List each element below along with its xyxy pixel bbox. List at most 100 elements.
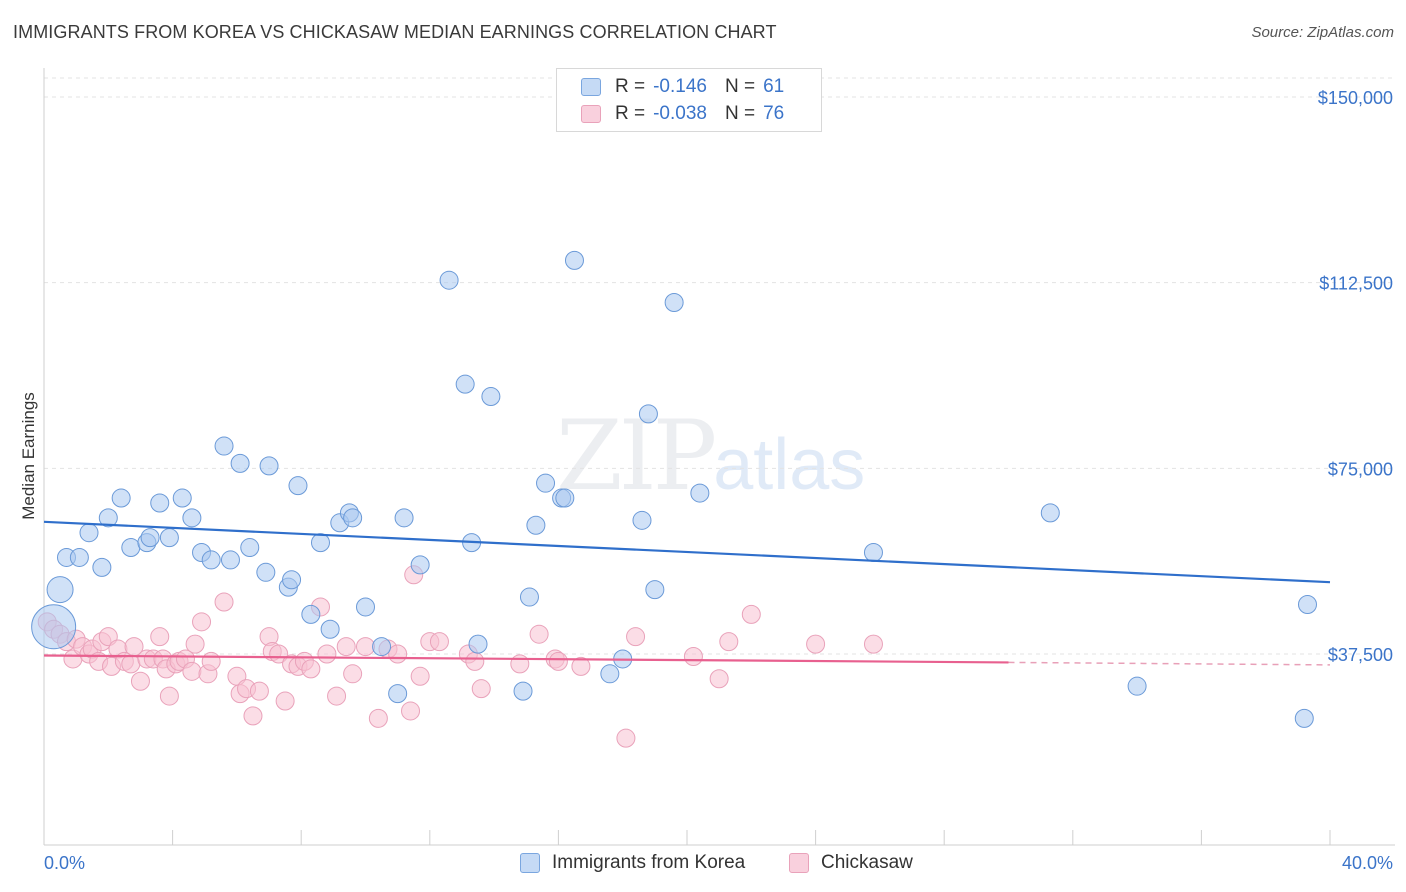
chickasaw-point: [301, 659, 321, 679]
chickasaw-point: [571, 656, 591, 676]
chickasaw-point: [471, 679, 491, 699]
korea-point: [259, 456, 279, 476]
korea-point: [564, 250, 584, 270]
korea-point: [230, 453, 250, 473]
chickasaw-point: [249, 681, 269, 701]
korea-point: [388, 684, 408, 704]
chickasaw-point: [275, 691, 295, 711]
legend-r-label: R =: [615, 76, 646, 97]
chickasaw-point: [410, 666, 430, 686]
korea-point: [159, 528, 179, 548]
series-legend-label: Chickasaw: [821, 852, 913, 873]
chickasaw-point: [356, 637, 375, 657]
series-legend-chickasaw[interactable]: Chickasaw: [789, 852, 913, 874]
korea-point: [140, 528, 160, 548]
korea-point: [343, 508, 363, 528]
chickasaw-point: [269, 644, 289, 664]
korea-point: [632, 510, 652, 530]
korea-point: [439, 270, 459, 290]
y-axis-title: Median Earnings: [19, 392, 38, 520]
chickasaw-point: [548, 651, 568, 671]
chickasaw-point: [192, 612, 212, 632]
series-swatch-chickasaw: [789, 853, 809, 873]
chickasaw-point: [401, 701, 421, 721]
chickasaw-point: [182, 661, 202, 681]
korea-point: [172, 488, 192, 508]
y-tick-label: $150,000: [1318, 88, 1393, 108]
korea-point: [1127, 676, 1147, 696]
korea-point: [1040, 503, 1060, 523]
korea-point: [111, 488, 131, 508]
y-tick-label: $37,500: [1328, 645, 1393, 665]
chickasaw-point: [683, 646, 703, 666]
chickasaw-point: [150, 627, 170, 647]
chickasaw-point: [336, 637, 356, 657]
korea-point: [69, 547, 89, 567]
chickasaw-point: [368, 708, 388, 728]
watermark: ZIPatlas: [556, 400, 865, 512]
legend-n-value: 61: [763, 76, 785, 97]
legend-swatch-chickasaw: [581, 105, 601, 123]
legend-row-chickasaw: R = -0.038 N = 76: [581, 102, 784, 126]
chickasaw-point: [343, 664, 363, 684]
chickasaw-point: [327, 686, 347, 706]
x-tick-label: 40.0%: [1342, 853, 1393, 873]
korea-point: [121, 538, 141, 558]
korea-point: [1294, 708, 1314, 728]
chickasaw-point: [741, 604, 761, 624]
korea-point: [220, 550, 240, 570]
chickasaw-point: [317, 644, 337, 664]
y-tick-label: $112,500: [1319, 274, 1393, 294]
korea-point: [79, 523, 99, 543]
correlation-legend: R = -0.146 N = 61 R = -0.038 N = 76: [556, 68, 822, 132]
korea-point: [288, 476, 308, 496]
legend-n-value: 76: [763, 103, 785, 124]
korea-point: [301, 604, 321, 624]
korea-point: [256, 562, 276, 582]
korea-trend-line: [43, 520, 1331, 584]
korea-point: [410, 555, 430, 575]
legend-r-value: -0.146: [653, 76, 707, 97]
chickasaw-point: [719, 632, 739, 652]
legend-swatch-korea: [581, 78, 601, 96]
legend-r-label: R =: [615, 103, 646, 124]
korea-point: [201, 550, 221, 570]
korea-point: [526, 515, 546, 535]
korea-point: [455, 374, 475, 394]
korea-point: [468, 634, 488, 654]
korea-point: [372, 637, 392, 657]
korea-point: [356, 597, 375, 617]
chickasaw-point: [130, 671, 150, 691]
chickasaw-point: [214, 592, 234, 612]
korea-point: [31, 604, 77, 650]
series-legend-korea[interactable]: Immigrants from Korea: [520, 852, 745, 874]
korea-point: [310, 533, 330, 553]
legend-r-value: -0.038: [653, 103, 707, 124]
chickasaw-point: [243, 706, 263, 726]
series-swatch-korea: [520, 853, 540, 873]
chickasaw-point: [388, 644, 408, 664]
chickasaw-point: [616, 728, 636, 748]
watermark-zip: ZIP: [556, 400, 717, 512]
korea-point: [690, 483, 710, 503]
x-tick-label: 0.0%: [44, 853, 85, 873]
chart-title: IMMIGRANTS FROM KOREA VS CHICKASAW MEDIA…: [13, 22, 777, 42]
korea-point: [638, 404, 658, 424]
korea-point: [92, 557, 112, 577]
korea-point: [282, 570, 302, 590]
korea-point: [645, 580, 665, 600]
y-tick-label: $75,000: [1328, 459, 1393, 479]
legend-n-label: N =: [724, 76, 756, 97]
korea-point: [513, 681, 533, 701]
chickasaw-point: [709, 669, 729, 689]
chickasaw-point: [121, 654, 141, 674]
chickasaw-trend-extension: [1008, 661, 1331, 666]
korea-point: [519, 587, 539, 607]
chickasaw-point: [185, 634, 205, 654]
korea-point: [555, 488, 575, 508]
chickasaw-point: [626, 627, 646, 647]
chickasaw-trend-line: [43, 654, 1009, 664]
korea-point: [214, 436, 234, 456]
korea-point: [394, 508, 414, 528]
